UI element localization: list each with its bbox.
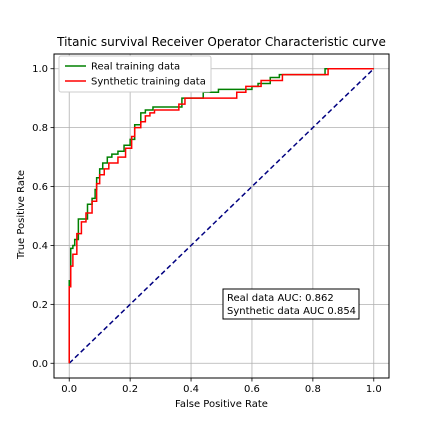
legend-label-synthetic: Synthetic training data xyxy=(91,77,206,88)
diagonal-reference-line xyxy=(68,68,375,364)
x-tick-label-4: 0.8 xyxy=(305,384,321,395)
auc-annotation-box xyxy=(222,288,360,320)
y-tick-label-4: 0.8 xyxy=(32,123,48,134)
x-axis-label: False Positive Rate xyxy=(175,399,268,410)
auc-synthetic-text: Synthetic data AUC 0.854 xyxy=(227,306,356,317)
x-tick-label-3: 0.6 xyxy=(244,384,260,395)
auc-real-text: Real data AUC: 0.862 xyxy=(227,293,334,304)
tick-labels: 0.0 0.2 0.4 0.6 0.8 1.0 0.0 0.2 0.4 0.6 0.8 1.0 xyxy=(32,64,382,395)
x-tick-label-0: 0.0 xyxy=(61,384,77,395)
grid-lines xyxy=(54,54,389,378)
auc-annotation: Real data AUC: 0.862 Synthetic data AUC … xyxy=(222,288,360,320)
x-tick-label-5: 1.0 xyxy=(366,384,382,395)
series-synthetic-line xyxy=(68,67,374,364)
y-tick-label-1: 0.2 xyxy=(32,300,48,311)
legend: Real training data Synthetic training da… xyxy=(58,55,212,93)
legend-label-real: Real training data xyxy=(91,62,180,73)
y-tick-label-0: 0.0 xyxy=(32,359,48,370)
plot-frame xyxy=(53,53,390,379)
x-tick-label-2: 0.4 xyxy=(183,384,199,395)
x-tick-label-1: 0.2 xyxy=(122,384,138,395)
series-lines xyxy=(68,67,375,364)
legend-box xyxy=(58,55,212,93)
y-axis-label: True Positive Rate xyxy=(16,170,27,260)
y-tick-label-3: 0.6 xyxy=(32,182,48,193)
y-tick-label-2: 0.4 xyxy=(32,241,48,252)
axes xyxy=(50,53,390,382)
y-tick-label-5: 1.0 xyxy=(32,64,48,75)
chart-title: Titanic survival Receiver Operator Chara… xyxy=(56,35,386,49)
series-real-line xyxy=(68,67,374,364)
